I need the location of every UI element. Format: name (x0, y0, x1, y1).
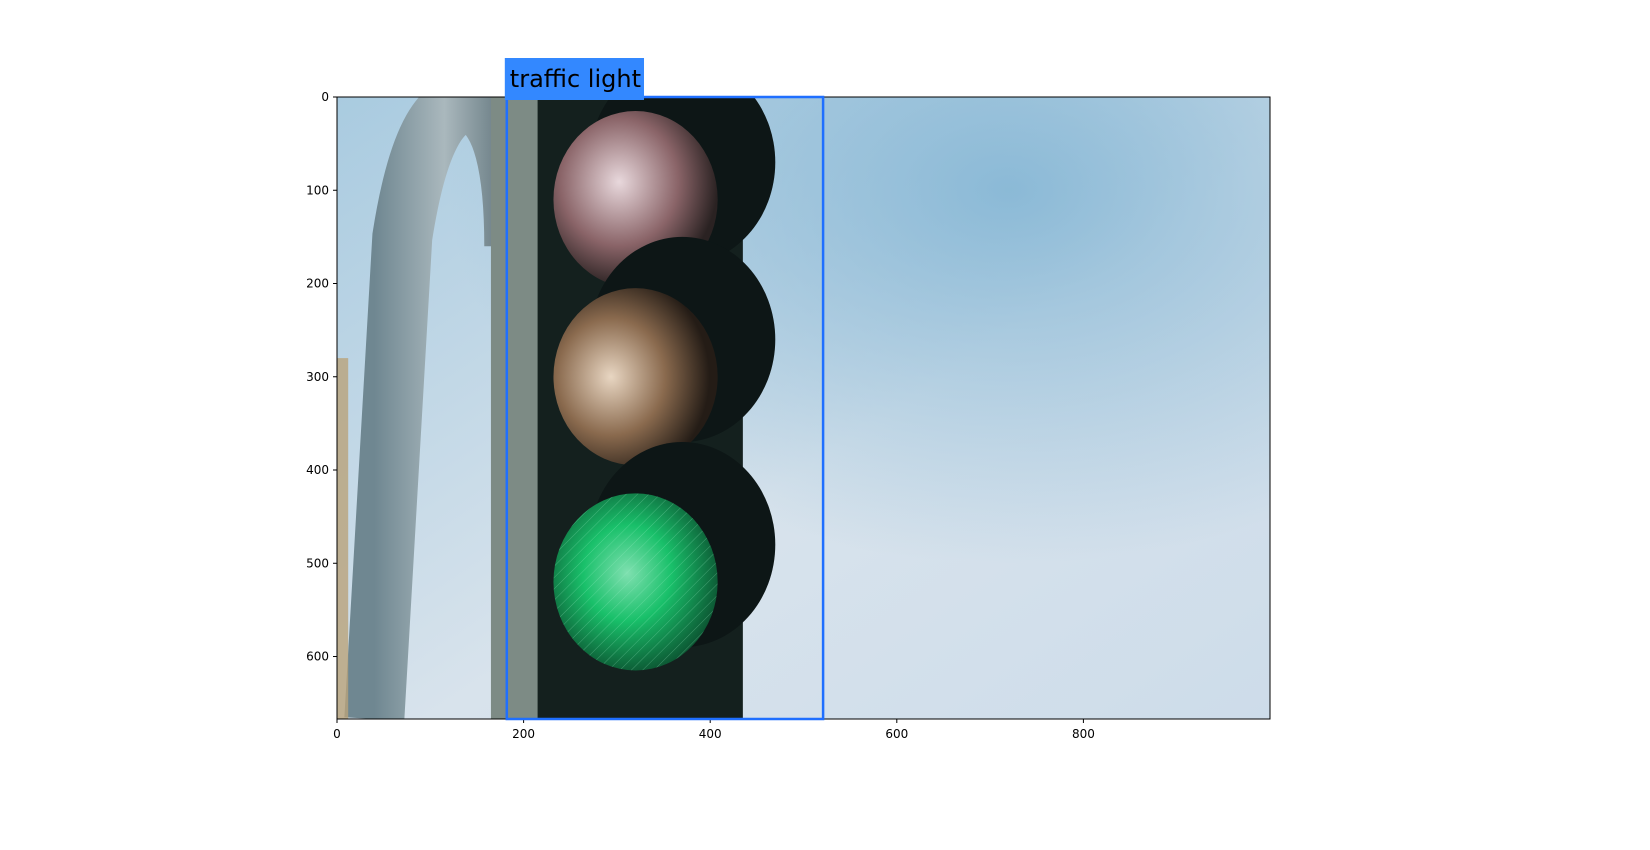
photo (337, 97, 1270, 719)
x-tick-label: 0 (333, 727, 341, 741)
building-edge (337, 358, 349, 719)
y-tick-label: 100 (306, 183, 329, 197)
x-axis: 0 200 400 600 800 (333, 719, 1095, 741)
y-tick-label: 200 (306, 277, 329, 291)
y-tick-label: 300 (306, 370, 329, 384)
y-axis: 0 100 200 300 400 500 600 (306, 90, 337, 664)
x-tick-label: 600 (885, 727, 908, 741)
detection-label-bg (504, 58, 645, 100)
detection-label: traffic light (510, 65, 641, 93)
y-tick-label: 500 (306, 556, 329, 570)
green-lamp-lens (553, 493, 718, 671)
y-tick-label: 400 (306, 463, 329, 477)
traffic-light (537, 97, 776, 719)
y-tick-label: 600 (306, 650, 329, 664)
detections: traffic light (504, 58, 825, 721)
x-tick-label: 800 (1072, 727, 1095, 741)
y-tick-label: 0 (321, 90, 329, 104)
detection: traffic light (504, 58, 825, 721)
x-tick-label: 200 (512, 727, 535, 741)
x-tick-label: 400 (699, 727, 722, 741)
detection-box (505, 95, 825, 721)
amber-lamp (553, 288, 718, 466)
sky-glow (337, 97, 1270, 719)
